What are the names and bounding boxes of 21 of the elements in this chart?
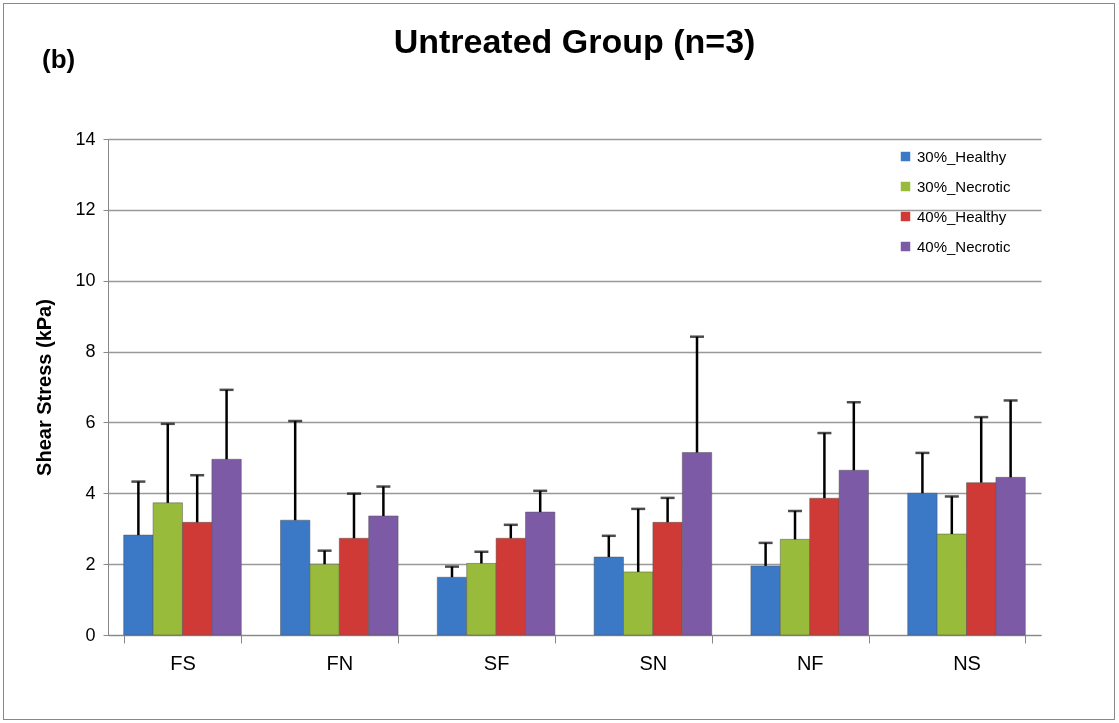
y-tick-label: 12 [75,199,96,220]
y-tick-label: 2 [85,553,96,574]
y-tick-label: 4 [85,482,96,503]
x-tick-label: FS [170,651,196,674]
legend-label: 40%_Necrotic [917,237,1011,255]
x-tick-label: SF [483,651,510,674]
y-axis-title: Shear Stress (kPa) [33,299,56,476]
x-tick-label: NS [953,651,981,674]
y-tick-label: 6 [85,411,96,432]
y-tick-label: 8 [85,341,96,362]
legend-label: 40%_Healthy [917,207,1007,225]
legend-label: 30%_Healthy [917,147,1007,165]
y-tick-label: 0 [85,624,96,645]
y-tick-label: 14 [75,128,96,149]
text: (b) [42,44,76,75]
x-tick-label: SN [639,651,668,674]
x-tick-label: NF [796,651,824,674]
chart-title: Untreated Group (n=3) [393,22,756,60]
y-tick-label: 10 [75,270,96,291]
x-tick-label: FN [326,651,354,674]
legend-label: 30%_Necrotic [917,177,1011,195]
